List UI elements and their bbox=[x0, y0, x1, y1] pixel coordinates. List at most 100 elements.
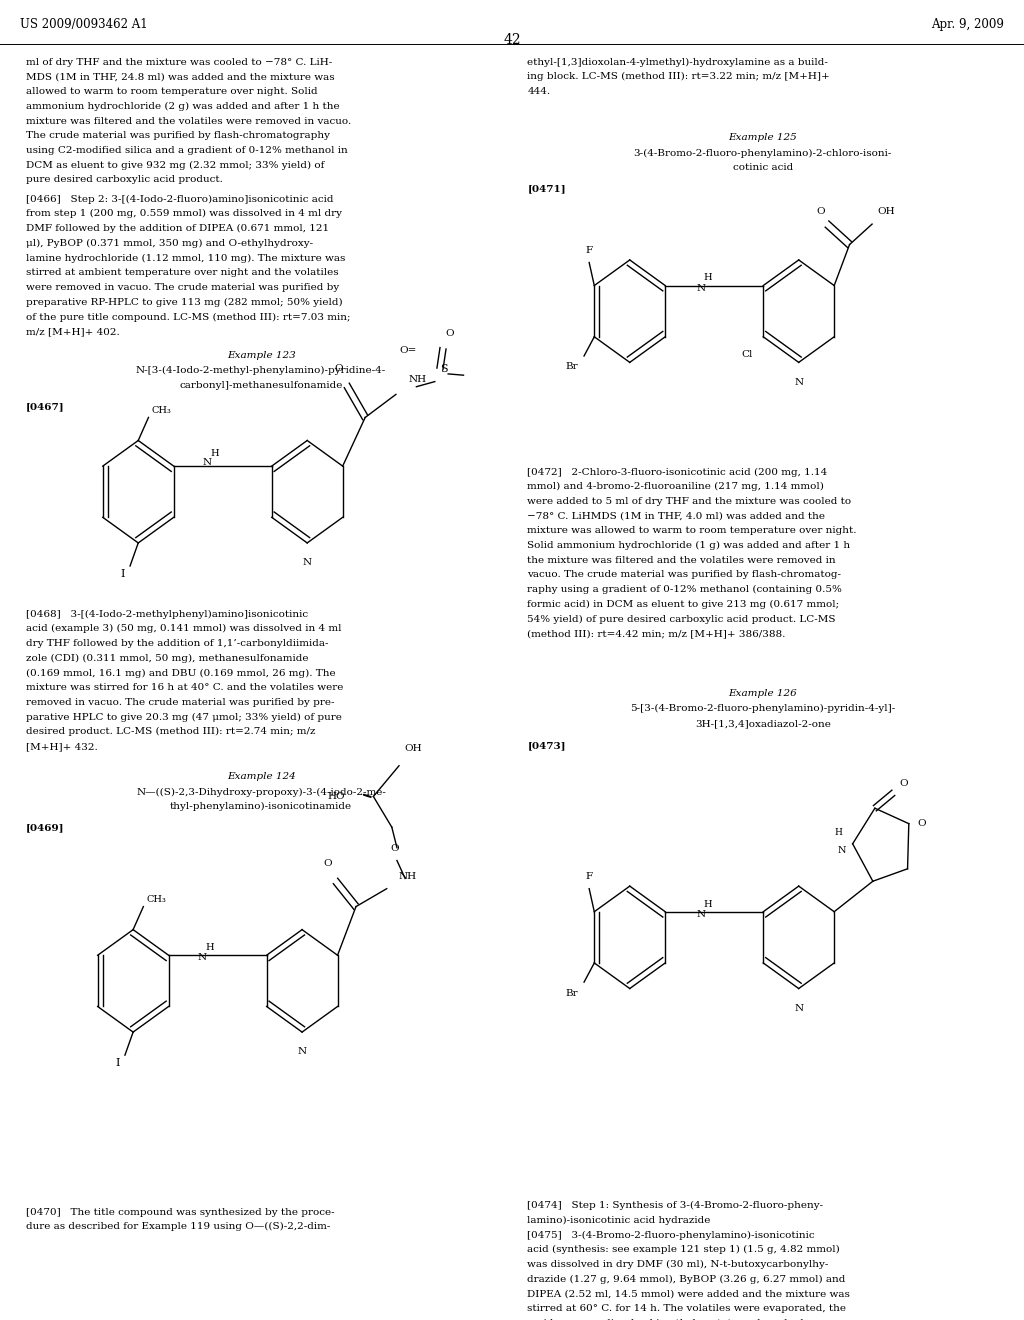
Text: [0474]   Step 1: Synthesis of 3-(4-Bromo-2-fluoro-pheny-: [0474] Step 1: Synthesis of 3-(4-Bromo-2… bbox=[527, 1201, 823, 1210]
Text: acid (example 3) (50 mg, 0.141 mmol) was dissolved in 4 ml: acid (example 3) (50 mg, 0.141 mmol) was… bbox=[26, 624, 341, 634]
Text: [0471]: [0471] bbox=[527, 185, 566, 194]
Text: formic acid) in DCM as eluent to give 213 mg (0.617 mmol;: formic acid) in DCM as eluent to give 21… bbox=[527, 599, 840, 609]
Text: H: H bbox=[210, 449, 219, 458]
Text: was dissolved in dry DMF (30 ml), N-t-butoxycarbonylhy-: was dissolved in dry DMF (30 ml), N-t-bu… bbox=[527, 1261, 828, 1269]
Text: mixture was stirred for 16 h at 40° C. and the volatiles were: mixture was stirred for 16 h at 40° C. a… bbox=[26, 684, 343, 692]
Text: were added to 5 ml of dry THF and the mixture was cooled to: were added to 5 ml of dry THF and the mi… bbox=[527, 496, 852, 506]
Text: O: O bbox=[390, 843, 399, 853]
Text: the mixture was filtered and the volatiles were removed in: the mixture was filtered and the volatil… bbox=[527, 556, 836, 565]
Text: raphy using a gradient of 0-12% methanol (containing 0.5%: raphy using a gradient of 0-12% methanol… bbox=[527, 585, 842, 594]
Text: parative HPLC to give 20.3 mg (47 μmol; 33% yield) of pure: parative HPLC to give 20.3 mg (47 μmol; … bbox=[26, 713, 341, 722]
Text: N: N bbox=[696, 284, 706, 293]
Text: Solid ammonium hydrochloride (1 g) was added and after 1 h: Solid ammonium hydrochloride (1 g) was a… bbox=[527, 541, 851, 550]
Text: zole (CDI) (0.311 mmol, 50 mg), methanesulfonamide: zole (CDI) (0.311 mmol, 50 mg), methanes… bbox=[26, 653, 308, 663]
Text: Example 124: Example 124 bbox=[226, 772, 296, 781]
Text: preparative RP-HPLC to give 113 mg (282 mmol; 50% yield): preparative RP-HPLC to give 113 mg (282 … bbox=[26, 298, 342, 306]
Text: 3H-[1,3,4]oxadiazol-2-one: 3H-[1,3,4]oxadiazol-2-one bbox=[695, 719, 830, 729]
Text: OH: OH bbox=[404, 744, 422, 752]
Text: I: I bbox=[121, 569, 125, 578]
Text: lamine hydrochloride (1.12 mmol, 110 mg). The mixture was: lamine hydrochloride (1.12 mmol, 110 mg)… bbox=[26, 253, 345, 263]
Text: acid (synthesis: see example 121 step 1) (1.5 g, 4.82 mmol): acid (synthesis: see example 121 step 1)… bbox=[527, 1245, 840, 1254]
Text: m/z [M+H]+ 402.: m/z [M+H]+ 402. bbox=[26, 327, 120, 337]
Text: μl), PyBOP (0.371 mmol, 350 mg) and O-ethylhydroxy-: μl), PyBOP (0.371 mmol, 350 mg) and O-et… bbox=[26, 239, 312, 248]
Text: mixture was allowed to warm to room temperature over night.: mixture was allowed to warm to room temp… bbox=[527, 527, 857, 536]
Text: N: N bbox=[795, 378, 803, 387]
Text: removed in vacuo. The crude material was purified by pre-: removed in vacuo. The crude material was… bbox=[26, 698, 334, 708]
Text: mixture was filtered and the volatiles were removed in vacuo.: mixture was filtered and the volatiles w… bbox=[26, 116, 351, 125]
Text: [0472]   2-Chloro-3-fluoro-isonicotinic acid (200 mg, 1.14: [0472] 2-Chloro-3-fluoro-isonicotinic ac… bbox=[527, 467, 827, 477]
Text: MDS (1M in THF, 24.8 ml) was added and the mixture was: MDS (1M in THF, 24.8 ml) was added and t… bbox=[26, 73, 334, 82]
Text: NH: NH bbox=[399, 873, 417, 880]
Text: Br: Br bbox=[565, 989, 578, 998]
Text: pure desired carboxylic acid product.: pure desired carboxylic acid product. bbox=[26, 176, 222, 185]
Text: [0475]   3-(4-Bromo-2-fluoro-phenylamino)-isonicotinic: [0475] 3-(4-Bromo-2-fluoro-phenylamino)-… bbox=[527, 1230, 815, 1239]
Text: [0466]   Step 2: 3-[(4-Iodo-2-fluoro)amino]isonicotinic acid: [0466] Step 2: 3-[(4-Iodo-2-fluoro)amino… bbox=[26, 194, 333, 203]
Text: desired product. LC-MS (method III): rt=2.74 min; m/z: desired product. LC-MS (method III): rt=… bbox=[26, 727, 315, 737]
Text: vacuo. The crude material was purified by flash-chromatog-: vacuo. The crude material was purified b… bbox=[527, 570, 842, 579]
Text: US 2009/0093462 A1: US 2009/0093462 A1 bbox=[20, 18, 148, 30]
Text: using C2-modified silica and a gradient of 0-12% methanol in: using C2-modified silica and a gradient … bbox=[26, 147, 347, 154]
Text: F: F bbox=[586, 246, 593, 255]
Text: from step 1 (200 mg, 0.559 mmol) was dissolved in 4 ml dry: from step 1 (200 mg, 0.559 mmol) was dis… bbox=[26, 210, 342, 219]
Text: ml of dry THF and the mixture was cooled to −78° C. LiH-: ml of dry THF and the mixture was cooled… bbox=[26, 58, 332, 66]
Text: CH₃: CH₃ bbox=[152, 405, 171, 414]
Text: H: H bbox=[835, 829, 843, 837]
Text: O: O bbox=[323, 859, 332, 869]
Text: stirred at 60° C. for 14 h. The volatiles were evaporated, the: stirred at 60° C. for 14 h. The volatile… bbox=[527, 1304, 847, 1313]
Text: thyl-phenylamino)-isonicotinamide: thyl-phenylamino)-isonicotinamide bbox=[170, 803, 352, 812]
Text: Cl: Cl bbox=[741, 350, 753, 359]
Text: (method III): rt=4.42 min; m/z [M+H]+ 386/388.: (method III): rt=4.42 min; m/z [M+H]+ 38… bbox=[527, 630, 785, 639]
Text: N: N bbox=[838, 846, 847, 855]
Text: stirred at ambient temperature over night and the volatiles: stirred at ambient temperature over nigh… bbox=[26, 268, 338, 277]
Text: CH₃: CH₃ bbox=[146, 895, 166, 904]
Text: O: O bbox=[918, 820, 926, 828]
Text: Br: Br bbox=[565, 363, 578, 371]
Text: ammonium hydrochloride (2 g) was added and after 1 h the: ammonium hydrochloride (2 g) was added a… bbox=[26, 102, 339, 111]
Text: [0469]: [0469] bbox=[26, 824, 65, 833]
Text: Example 126: Example 126 bbox=[728, 689, 798, 698]
Text: N-[3-(4-Iodo-2-methyl-phenylamino)-pyridine-4-: N-[3-(4-Iodo-2-methyl-phenylamino)-pyrid… bbox=[136, 366, 386, 375]
Text: 54% yield) of pure desired carboxylic acid product. LC-MS: 54% yield) of pure desired carboxylic ac… bbox=[527, 615, 836, 624]
Text: DIPEA (2.52 ml, 14.5 mmol) were added and the mixture was: DIPEA (2.52 ml, 14.5 mmol) were added an… bbox=[527, 1290, 850, 1299]
Text: 444.: 444. bbox=[527, 87, 551, 96]
Text: H: H bbox=[205, 942, 214, 952]
Text: 3-(4-Bromo-2-fluoro-phenylamino)-2-chloro-isoni-: 3-(4-Bromo-2-fluoro-phenylamino)-2-chlor… bbox=[634, 149, 892, 157]
Text: O: O bbox=[816, 207, 825, 216]
Text: O: O bbox=[334, 363, 343, 372]
Text: H: H bbox=[703, 899, 713, 908]
Text: cotinic acid: cotinic acid bbox=[733, 164, 793, 173]
Text: DMF followed by the addition of DIPEA (0.671 mmol, 121: DMF followed by the addition of DIPEA (0… bbox=[26, 224, 329, 234]
Text: N: N bbox=[696, 909, 706, 919]
Text: [0468]   3-[(4-Iodo-2-methylphenyl)amino]isonicotinic: [0468] 3-[(4-Iodo-2-methylphenyl)amino]i… bbox=[26, 610, 308, 619]
Text: were removed in vacuo. The crude material was purified by: were removed in vacuo. The crude materia… bbox=[26, 282, 339, 292]
Text: allowed to warm to room temperature over night. Solid: allowed to warm to room temperature over… bbox=[26, 87, 317, 96]
Text: dure as described for Example 119 using O—((S)-2,2-dim-: dure as described for Example 119 using … bbox=[26, 1222, 330, 1232]
Text: [0470]   The title compound was synthesized by the proce-: [0470] The title compound was synthesize… bbox=[26, 1208, 334, 1217]
Text: 42: 42 bbox=[503, 33, 521, 48]
Text: N: N bbox=[203, 458, 212, 467]
Text: The crude material was purified by flash-chromatography: The crude material was purified by flash… bbox=[26, 131, 330, 140]
Text: lamino)-isonicotinic acid hydrazide: lamino)-isonicotinic acid hydrazide bbox=[527, 1216, 711, 1225]
Text: OH: OH bbox=[878, 207, 895, 216]
Text: N: N bbox=[198, 953, 207, 962]
Text: [M+H]+ 432.: [M+H]+ 432. bbox=[26, 742, 97, 751]
Text: O: O bbox=[899, 779, 908, 788]
Text: ing block. LC-MS (method III): rt=3.22 min; m/z [M+H]+: ing block. LC-MS (method III): rt=3.22 m… bbox=[527, 73, 830, 82]
Text: [0473]: [0473] bbox=[527, 742, 566, 750]
Text: F: F bbox=[586, 873, 593, 880]
Text: 5-[3-(4-Bromo-2-fluoro-phenylamino)-pyridin-4-yl]-: 5-[3-(4-Bromo-2-fluoro-phenylamino)-pyri… bbox=[630, 705, 896, 713]
Text: S: S bbox=[440, 364, 447, 374]
Text: carbonyl]-methanesulfonamide: carbonyl]-methanesulfonamide bbox=[179, 381, 343, 389]
Text: DCM as eluent to give 932 mg (2.32 mmol; 33% yield) of: DCM as eluent to give 932 mg (2.32 mmol;… bbox=[26, 161, 324, 170]
Text: I: I bbox=[116, 1057, 120, 1068]
Text: O=: O= bbox=[399, 346, 417, 355]
Text: O: O bbox=[445, 329, 454, 338]
Text: H: H bbox=[703, 273, 713, 282]
Text: −78° C. LiHMDS (1M in THF, 4.0 ml) was added and the: −78° C. LiHMDS (1M in THF, 4.0 ml) was a… bbox=[527, 512, 825, 520]
Text: NH: NH bbox=[409, 375, 426, 384]
Text: (0.169 mmol, 16.1 mg) and DBU (0.169 mmol, 26 mg). The: (0.169 mmol, 16.1 mg) and DBU (0.169 mmo… bbox=[26, 668, 335, 677]
Text: mmol) and 4-bromo-2-fluoroaniline (217 mg, 1.14 mmol): mmol) and 4-bromo-2-fluoroaniline (217 m… bbox=[527, 482, 824, 491]
Text: HO: HO bbox=[327, 792, 345, 801]
Text: Example 125: Example 125 bbox=[728, 133, 798, 143]
Text: Example 123: Example 123 bbox=[226, 351, 296, 360]
